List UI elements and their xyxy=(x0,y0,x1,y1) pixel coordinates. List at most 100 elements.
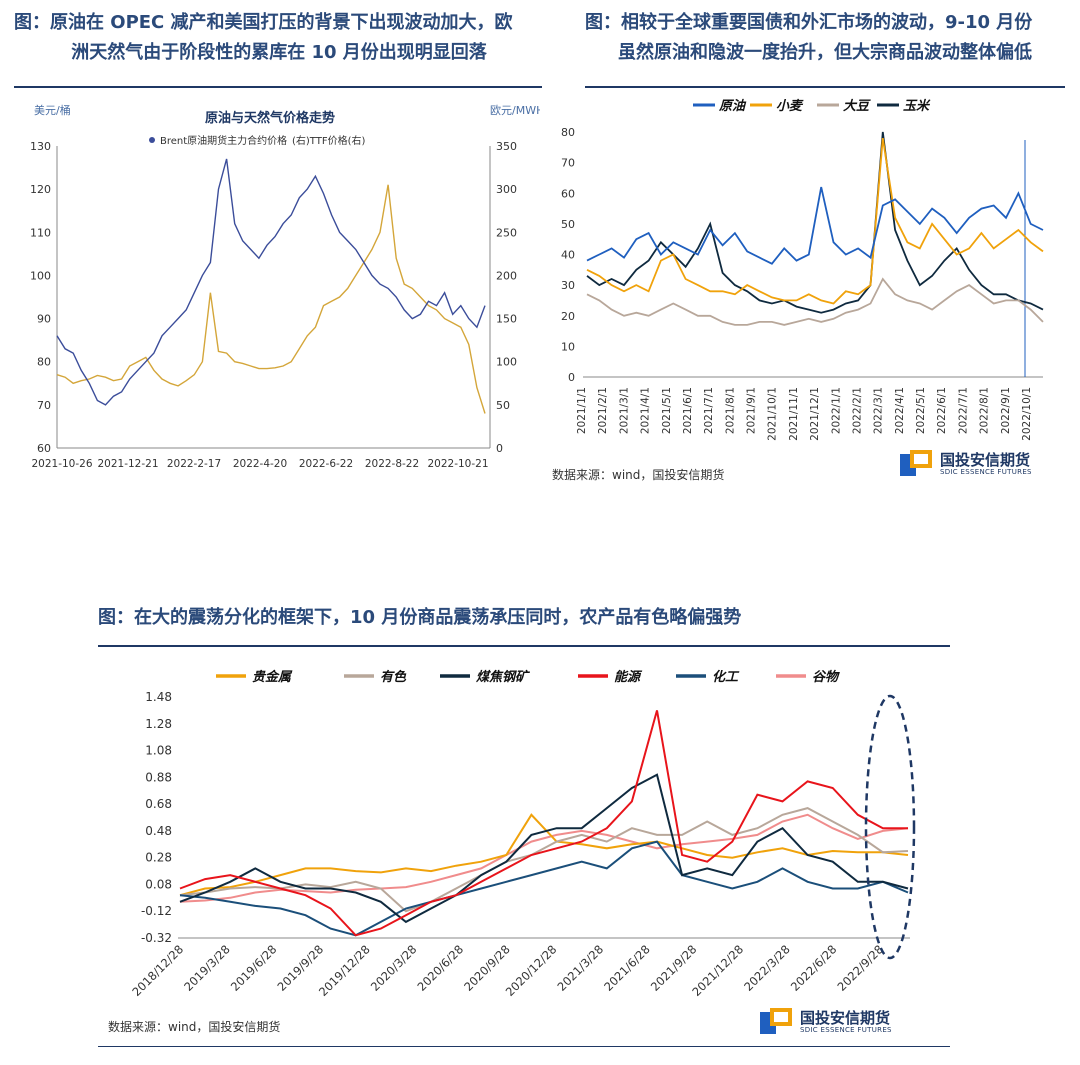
chart2-x-tick: 2021/8/1 xyxy=(724,387,736,434)
caption-chart1-line2: 洲天然气由于阶段性的累库在 10 月份出现明显回落 xyxy=(71,42,487,63)
sector-index-chart: 贵金属 有色 煤焦钢矿 能源 化工 谷物 1.48 1.28 1.08 0.88 0.68 0.48 0… xyxy=(129,669,916,999)
logo-mark xyxy=(760,1008,794,1036)
chart3-y-tick: 0.08 xyxy=(145,877,172,891)
chart2-y-tick: 30 xyxy=(561,279,575,292)
chart1-right-tick: 0 xyxy=(496,442,503,455)
logo-2: 国投安信期货 SDIC ESSENCE FUTURES xyxy=(900,450,1032,478)
chart3-series-4 xyxy=(179,840,909,937)
chart1-left-tick: 130 xyxy=(30,140,51,153)
divider-1 xyxy=(14,86,542,88)
chart2-x-tick: 2021/12/1 xyxy=(809,387,821,441)
chart2-y-tick: 10 xyxy=(561,340,575,353)
logo-en: SDIC ESSENCE FUTURES xyxy=(940,468,1032,476)
chart3-highlight-ellipse xyxy=(864,694,916,960)
chart3-y-tick: -0.12 xyxy=(141,904,172,918)
chart2-x-tick: 2022/2/1 xyxy=(851,387,863,434)
chart2-y-tick: 60 xyxy=(561,187,575,200)
oil-gas-price-chart: 原油与天然气价格走势 美元/桶 欧元/MWH Brent原油期货主力合约价格 (右)TT… xyxy=(30,103,540,470)
chart2-y-tick: 50 xyxy=(561,218,575,231)
chart1-legend-marker-brent xyxy=(149,137,155,143)
chart1-left-tick: 60 xyxy=(37,442,51,455)
source-note-2: 数据来源：wind，国投安信期货 xyxy=(552,468,725,482)
chart1-x-tick: 2022-8-22 xyxy=(365,458,419,470)
chart1-right-tick: 150 xyxy=(496,313,517,326)
chart2-x-tick: 2022/10/1 xyxy=(1021,387,1033,441)
chart2-x-tick: 2022/5/1 xyxy=(915,387,927,434)
chart1-title: 原油与天然气价格走势 xyxy=(205,110,335,126)
chart2-x-tick: 2022/3/1 xyxy=(873,387,885,434)
chart2-y-tick: 70 xyxy=(561,157,575,170)
divider-bottom xyxy=(98,1046,950,1047)
chart2-x-tick: 2021/6/1 xyxy=(682,387,694,434)
chart3-x-tick: 2020/3/28 xyxy=(368,942,420,994)
chart3-x-tick: 2019/6/28 xyxy=(228,942,280,994)
chart2-x-tick: 2021/9/1 xyxy=(746,387,758,434)
chart3-legend-label: 谷物 xyxy=(812,669,840,685)
chart2-y-tick: 40 xyxy=(561,249,575,262)
chart2-x-tick: 2021/3/1 xyxy=(618,387,630,434)
chart2-legend-label: 小麦 xyxy=(776,98,804,114)
chart3-series-2 xyxy=(179,773,909,924)
chart3-y-tick: -0.32 xyxy=(141,931,172,945)
chart1-series-ttf xyxy=(56,184,486,414)
logo-3: 国投安信期货 SDIC ESSENCE FUTURES xyxy=(760,1008,892,1036)
chart3-legend-label: 化工 xyxy=(712,669,740,685)
chart3-series-5 xyxy=(179,813,909,903)
chart1-legend-brent: Brent原油期货主力合约价格 xyxy=(160,134,287,147)
chart2-legend-label: 原油 xyxy=(718,98,747,114)
chart1-left-tick: 100 xyxy=(30,269,51,282)
chart1-x-tick: 2022-4-20 xyxy=(233,458,287,470)
chart3-series-0 xyxy=(179,813,909,897)
chart1-x-tick: 2021-12-21 xyxy=(97,458,158,470)
chart1-legend-ttf: (右)TTF价格(右) xyxy=(292,134,365,147)
caption-chart1: 图：原油在 OPEC 减产和美国打压的背景下出现波动加大，欧 洲天然气由于阶段性… xyxy=(14,8,544,68)
caption-chart3: 图：在大的震荡分化的框架下，10 月份商品震荡承压同时，农产品有色略偏强势 xyxy=(98,607,742,628)
chart3-x-tick: 2022/6/28 xyxy=(788,942,840,994)
chart3-legend-label: 贵金属 xyxy=(252,669,293,685)
chart1-series-brent xyxy=(56,158,486,406)
chart2-x-tick: 2021/4/1 xyxy=(640,387,652,434)
chart2-y-tick: 20 xyxy=(561,310,575,323)
chart2-legend-label: 大豆 xyxy=(843,98,871,114)
chart3-series-1 xyxy=(179,807,909,913)
chart3-y-tick: 0.88 xyxy=(145,770,172,784)
chart3-y-tick: 0.48 xyxy=(145,824,172,838)
chart2-x-tick: 2022/6/1 xyxy=(936,387,948,434)
chart2-x-tick: 2021/10/1 xyxy=(767,387,779,441)
chart3-x-tick: 2021/6/28 xyxy=(601,942,653,994)
source-note-3: 数据来源：wind，国投安信期货 xyxy=(108,1020,281,1034)
chart1-right-tick: 250 xyxy=(496,226,517,239)
chart2-y-tick: 0 xyxy=(568,371,575,384)
chart2-x-tick: 2022/9/1 xyxy=(1000,387,1012,434)
logo-en: SDIC ESSENCE FUTURES xyxy=(800,1026,892,1034)
chart3-x-tick: 2019/3/28 xyxy=(181,942,233,994)
chart2-legend-label: 玉米 xyxy=(903,98,931,114)
caption-chart1-line1: 图：原油在 OPEC 减产和美国打压的背景下出现波动加大，欧 xyxy=(14,12,513,33)
chart2-x-tick: 2021/2/1 xyxy=(597,387,609,434)
chart3-legend-label: 能源 xyxy=(614,669,643,685)
chart3-y-tick: 1.48 xyxy=(145,690,172,704)
chart2-x-tick: 2022/8/1 xyxy=(979,387,991,434)
chart2-series-3 xyxy=(586,131,1044,314)
chart3-x-tick: 2021/3/28 xyxy=(555,942,607,994)
chart1-right-unit: 欧元/MWH xyxy=(490,104,540,117)
chart3-y-tick: 1.08 xyxy=(145,744,172,758)
chart1-left-tick: 110 xyxy=(30,226,51,239)
chart3-y-tick: 0.28 xyxy=(145,851,172,865)
chart2-x-tick: 2021/1/1 xyxy=(576,387,588,434)
chart1-left-unit: 美元/桶 xyxy=(34,103,71,117)
chart3-legend-label: 有色 xyxy=(380,669,407,685)
chart1-x-tick: 2021-10-26 xyxy=(31,458,92,470)
chart2-x-tick: 2021/7/1 xyxy=(703,387,715,434)
chart1-left-tick: 120 xyxy=(30,183,51,196)
chart1-right-tick: 50 xyxy=(496,399,510,412)
chart3-x-tick: 2018/12/28 xyxy=(129,942,186,999)
caption-chart2: 图：相较于全球重要国债和外汇市场的波动，9-10 月份 虽然原油和隐波一度抬升，… xyxy=(585,8,1065,68)
logo-name: 国投安信期货 xyxy=(800,1009,891,1027)
chart3-y-tick: 1.28 xyxy=(145,717,172,731)
chart2-x-tick: 2022/7/1 xyxy=(957,387,969,434)
chart2-series-0 xyxy=(586,186,1044,265)
chart1-right-tick: 200 xyxy=(496,269,517,282)
logo-name: 国投安信期货 xyxy=(940,451,1031,469)
